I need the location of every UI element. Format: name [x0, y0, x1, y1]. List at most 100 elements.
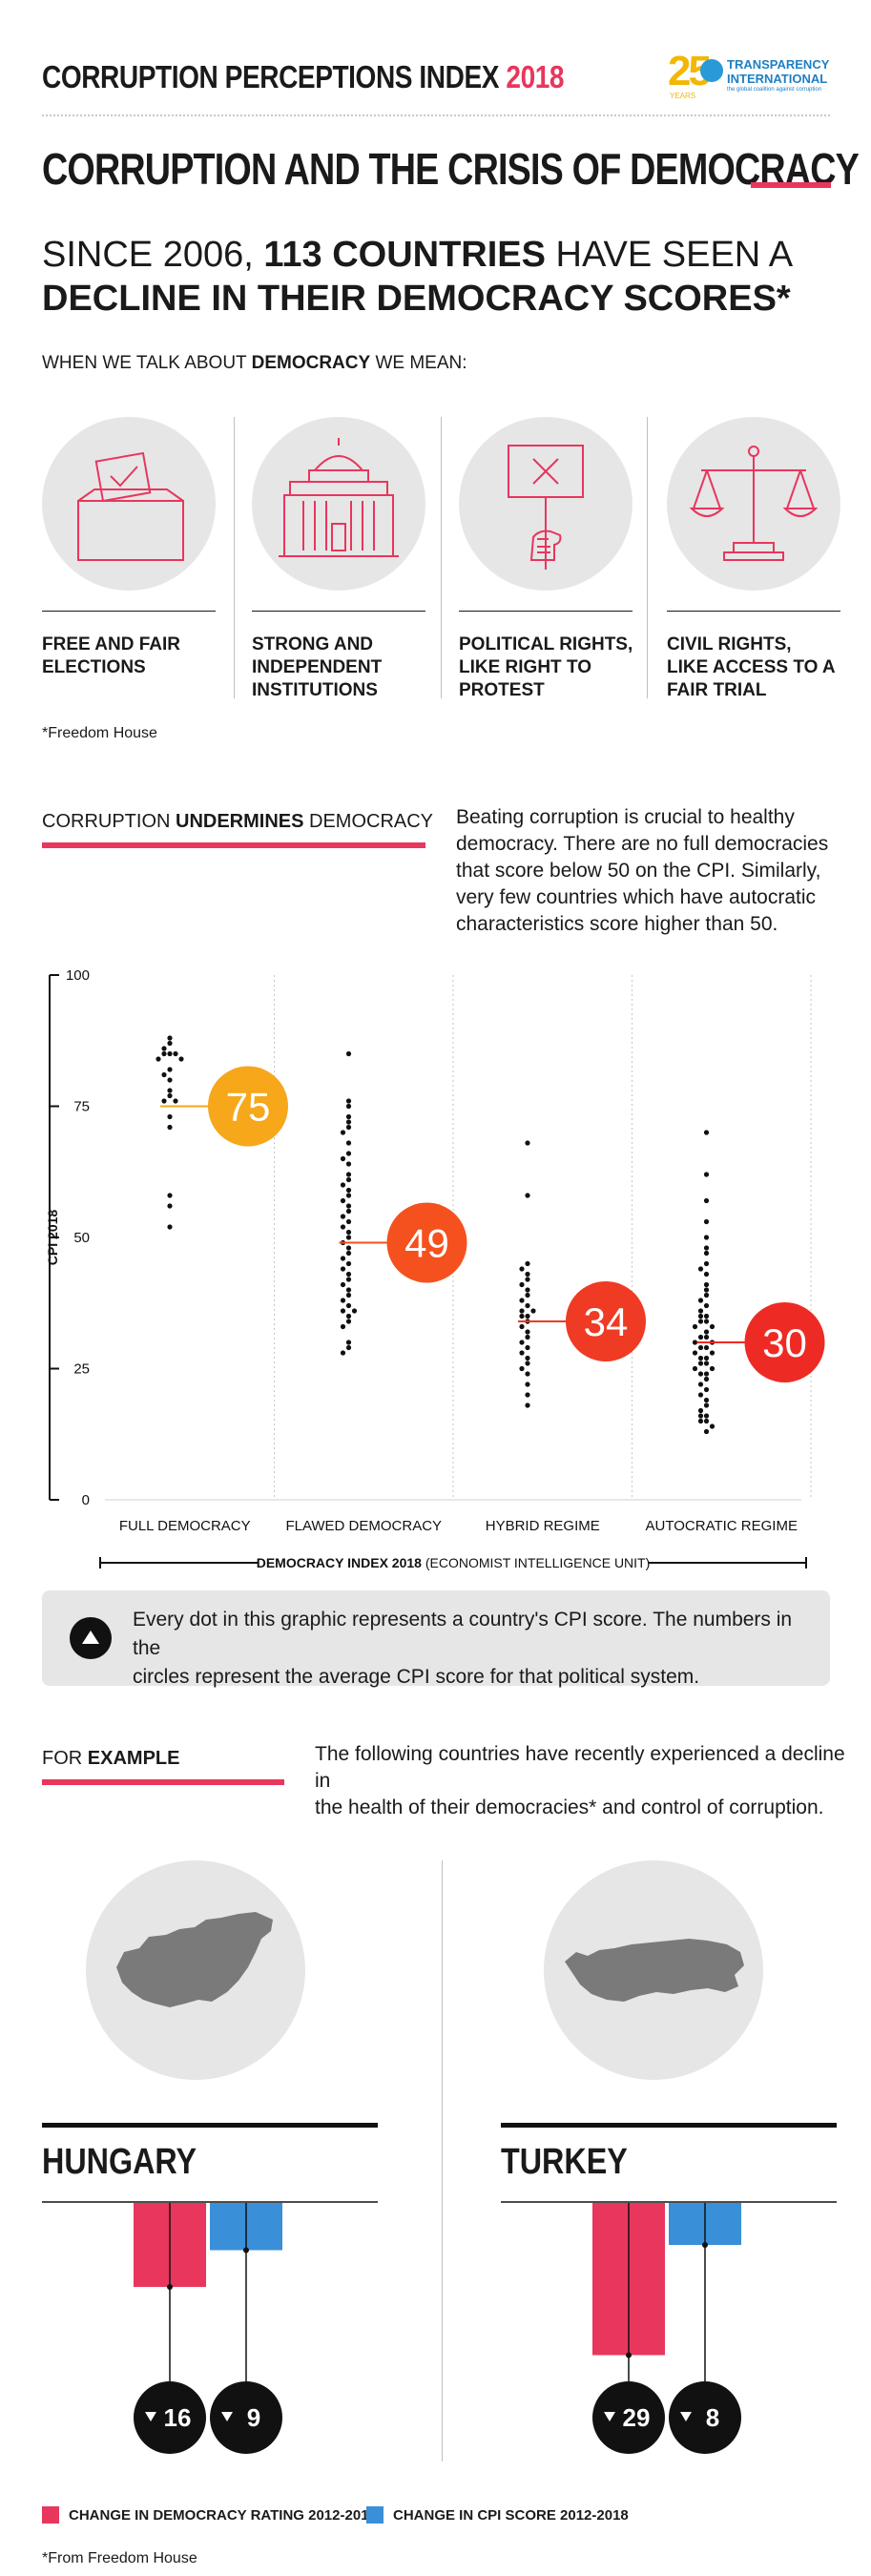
country-dot: [530, 1308, 536, 1314]
country-dot: [345, 1218, 352, 1225]
country-dot: [345, 1313, 352, 1319]
country-dot: [345, 1245, 352, 1251]
country-dot: [703, 1413, 710, 1419]
we-talk-bold: DEMOCRACY: [251, 353, 371, 373]
country-dot: [703, 1302, 710, 1309]
triangle-up-icon: [70, 1617, 112, 1659]
hungary-map-icon: [116, 1912, 273, 2007]
country-dot: [697, 1392, 704, 1398]
country-dot: [703, 1329, 710, 1335]
turkey-map-icon: [565, 1939, 744, 2002]
country-dot: [167, 1040, 173, 1047]
average-circle: [744, 1302, 825, 1382]
from-freedom-house-footnote: *From Freedom House: [42, 2550, 197, 2566]
country-dot: [703, 1313, 710, 1319]
country-dot: [697, 1334, 704, 1340]
x-axis-label-bold: DEMOCRACY INDEX 2018: [257, 1555, 422, 1570]
example-prefix: FOR: [42, 1748, 88, 1769]
logo-name-line2: INTERNATIONAL: [727, 72, 828, 86]
country-divider: [442, 1860, 443, 2462]
country-dot: [345, 1140, 352, 1146]
pillar-circle-protest: [459, 417, 633, 591]
main-title: CORRUPTION AND THE CRISIS OF DEMOCRACY: [42, 144, 860, 194]
country-dot: [703, 1344, 710, 1351]
country-dot: [697, 1319, 704, 1324]
country-dot: [345, 1103, 352, 1110]
country-dot: [709, 1323, 715, 1330]
country-dot: [519, 1266, 525, 1272]
average-value-label: 75: [226, 1085, 271, 1130]
desc-line: the health of their democracies* and con…: [315, 1797, 824, 1818]
country-dot: [525, 1302, 530, 1309]
example-bold: EXAMPLE: [87, 1748, 180, 1769]
country-dot: [519, 1340, 525, 1345]
we-talk-prefix: WHEN WE TALK ABOUT: [42, 353, 252, 373]
country-dot: [692, 1323, 698, 1330]
turkey-name: TURKEY: [501, 2142, 628, 2182]
bar-leader-dot: [167, 2284, 173, 2290]
down-arrow-icon: [221, 2412, 233, 2421]
country-dot: [161, 1046, 167, 1051]
undermines-description: Beating corruption is crucial to healthy…: [456, 804, 838, 938]
average-value-label: 30: [762, 1320, 807, 1365]
country-dot: [519, 1298, 525, 1303]
government-building-icon: [279, 438, 399, 557]
title-year: 2018: [506, 59, 565, 94]
pillar-rule-1: [42, 611, 216, 612]
country-dot: [519, 1350, 525, 1356]
pillar-label-line: POLITICAL RIGHTS,: [459, 634, 633, 654]
average-circle: [566, 1281, 646, 1361]
we-talk-line: WHEN WE TALK ABOUT DEMOCRACY WE MEAN:: [42, 353, 467, 374]
title-accent-bar: [751, 182, 831, 188]
country-dot: [703, 1218, 710, 1225]
down-arrow-icon: [604, 2412, 615, 2421]
country-dot: [351, 1308, 358, 1314]
change-pill: [669, 2381, 741, 2454]
country-dot: [525, 1313, 530, 1319]
country-dot: [345, 1193, 352, 1198]
pillar-circle-civil: [667, 417, 840, 591]
country-dot: [167, 1077, 173, 1083]
pillar-label-civil: CIVIL RIGHTS, LIKE ACCESS TO A FAIR TRIA…: [667, 634, 858, 702]
undermines-bold: UNDERMINES: [176, 811, 304, 832]
country-dot: [525, 1402, 530, 1408]
logo-years: YEARS: [670, 92, 696, 100]
pillar-divider-2: [441, 417, 442, 698]
example-description: The following countries have recently ex…: [315, 1741, 849, 1821]
country-dot: [178, 1056, 184, 1062]
pillar-label-line: INDEPENDENT: [252, 657, 383, 677]
country-dot: [345, 1172, 352, 1177]
country-dot: [525, 1361, 530, 1366]
country-dot: [703, 1361, 710, 1366]
democracy-change-label: 16: [164, 2403, 192, 2432]
country-dot: [167, 1092, 173, 1099]
country-dot: [697, 1407, 704, 1414]
pillar-label-line: STRONG AND: [252, 634, 374, 654]
average-circle: [208, 1066, 288, 1147]
country-dot: [167, 1035, 173, 1041]
country-dot: [345, 1292, 352, 1298]
since-part2: HAVE SEEN A: [546, 235, 794, 275]
country-dot: [525, 1287, 530, 1293]
down-arrow-icon: [145, 2412, 156, 2421]
country-dot: [692, 1340, 698, 1345]
example-title: FOR EXAMPLE: [42, 1748, 179, 1770]
country-dot: [703, 1281, 710, 1288]
pillar-rule-2: [252, 611, 425, 612]
since-part1: SINCE 2006,: [42, 235, 264, 275]
country-dot: [340, 1214, 346, 1219]
pillar-label-line: PROTEST: [459, 680, 545, 700]
country-dot: [156, 1056, 161, 1062]
country-dot: [345, 1340, 352, 1345]
country-dot: [525, 1140, 530, 1146]
change-pill: [134, 2381, 206, 2454]
turkey-top-rule: [501, 2123, 837, 2128]
hungary-map-circle: [86, 1860, 305, 2080]
country-dot: [697, 1344, 704, 1351]
desc-line: that score below 50 on the CPI. Similarl…: [456, 860, 821, 882]
country-dot: [345, 1124, 352, 1131]
y-tick-label: 50: [73, 1230, 90, 1246]
undermines-title: CORRUPTION UNDERMINES DEMOCRACY: [42, 811, 433, 833]
ballot-box-icon: [77, 451, 184, 561]
country-dot: [340, 1224, 346, 1230]
